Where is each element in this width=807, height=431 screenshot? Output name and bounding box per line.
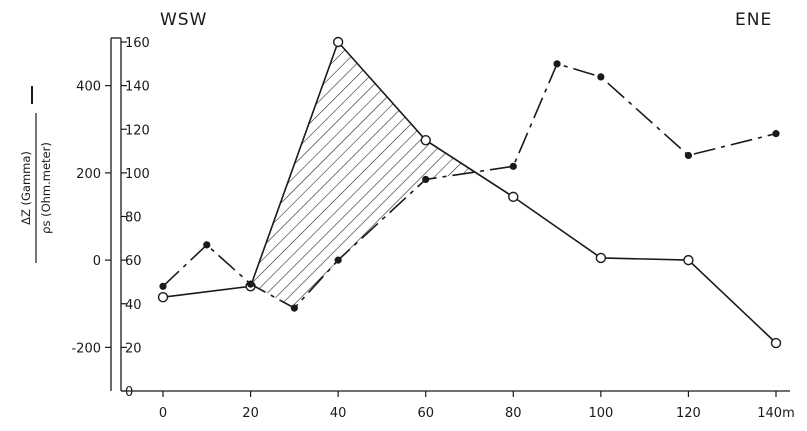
- y-axis-title: ΔZ (Gamma) ρs (Ohm.meter): [19, 113, 53, 263]
- data-point: [770, 337, 782, 349]
- data-point: [684, 151, 693, 160]
- data-point: [246, 280, 255, 288]
- data-point: [159, 282, 167, 290]
- y-left-tick-label: 400: [76, 80, 101, 95]
- data-point: [508, 191, 519, 203]
- hatched-area: [250, 42, 470, 309]
- y-left-tick-label: -200: [71, 341, 101, 356]
- x-tick-label: 60: [417, 406, 434, 421]
- data-point: [157, 292, 169, 303]
- x-tick-label: 0: [159, 406, 167, 421]
- x-tick-label: 40: [330, 406, 347, 421]
- y-left-tick-label: 200: [76, 167, 101, 182]
- x-tick-label: 80: [505, 406, 522, 421]
- data-point: [597, 73, 605, 81]
- axes: 0 20 40 60 80 100 120 140m 0 20 40 60 80 100 120 140 160…: [71, 36, 794, 421]
- y-right-tick-label: 80: [125, 211, 142, 226]
- data-point: [203, 241, 211, 249]
- data-point: [420, 134, 431, 146]
- y-right-tick-label: 60: [125, 254, 142, 269]
- y-right-tick-label: 20: [125, 341, 142, 356]
- hatched-region: [250, 42, 470, 309]
- series-layer: [157, 36, 782, 349]
- y-right-tick-label: 0: [125, 385, 133, 400]
- x-tick-label: 100: [588, 406, 613, 421]
- data-point: [553, 60, 561, 68]
- y-right-tick-label: 40: [125, 298, 142, 313]
- x-tick-label: 120: [676, 406, 701, 421]
- data-point: [422, 175, 430, 184]
- y-axis-title-bottom: ρs (Ohm.meter): [39, 142, 53, 234]
- y-right-tick-label: 120: [125, 123, 150, 138]
- y-left-tick-label: 0: [93, 254, 101, 269]
- y-right-tick-label: 100: [125, 167, 150, 182]
- series-line-1: [162, 40, 777, 344]
- data-point: [334, 256, 342, 264]
- data-point: [290, 304, 298, 312]
- y-axis-title-top: ΔZ (Gamma): [19, 151, 33, 225]
- direction-left-label: WSW: [160, 10, 207, 30]
- data-point: [772, 130, 780, 138]
- x-tick-label: 20: [242, 406, 259, 421]
- direction-right-label: ENE: [735, 10, 772, 30]
- data-point: [332, 36, 344, 48]
- y-right-tick-label: 140: [125, 80, 150, 95]
- y-right-tick-label: 160: [125, 36, 150, 51]
- data-point: [683, 254, 694, 266]
- series-line-2: [162, 62, 777, 310]
- data-point: [595, 252, 607, 264]
- data-point: [509, 162, 517, 170]
- x-tick-label: 140m: [757, 406, 794, 421]
